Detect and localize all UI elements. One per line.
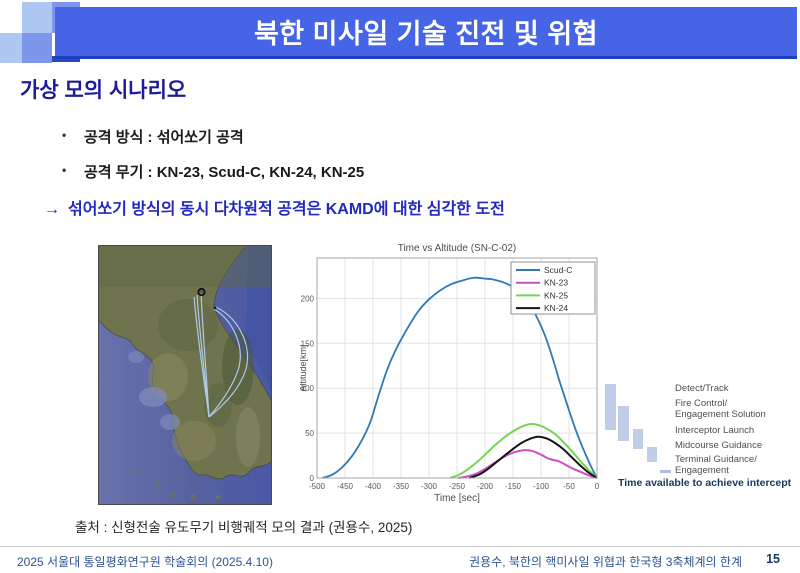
launch-point-marker [197, 287, 206, 297]
source-caption: 출처 : 신형전술 유도무기 비행궤적 모의 결과 (권용수, 2025) [75, 520, 413, 535]
decor-square [22, 33, 52, 63]
intercept-phases-panel: Detect/Track Fire Control/Engagement Solu… [598, 378, 800, 494]
svg-text:-100: -100 [533, 482, 550, 491]
footer-right: 권용수, 북한의 핵미사일 위협과 한국형 3축체계의 한계 [469, 555, 742, 569]
bullet-icon: • [62, 128, 67, 142]
svg-text:-500: -500 [309, 482, 326, 491]
page-number: 15 [766, 552, 780, 566]
series-KN-24 [468, 435, 598, 479]
bullet-text: 공격 무기 : KN-23, Scud-C, KN-24, KN-25 [84, 164, 365, 181]
slide-footer: 2025 서울대 통일평화연구원 학술회의 (2025.4.10) 권용수, 북… [0, 546, 800, 573]
phase-label: Midcourse Guidance [675, 440, 763, 451]
series-KN-23 [457, 449, 598, 479]
conclusion-line: → 섞어쏘기 방식의 동시 다차원적 공격은 KAMD에 대한 심각한 도전 [44, 195, 505, 219]
conclusion-text: 섞어쏘기 방식의 동시 다차원적 공격은 KAMD에 대한 심각한 도전 [68, 201, 505, 218]
svg-text:150: 150 [301, 339, 315, 348]
x-axis-label: Time [sec] [434, 493, 480, 504]
chart-title: Time vs Altitude (SN-C-02) [398, 243, 517, 254]
section-heading: 가상 모의 시나리오 [20, 79, 187, 102]
decor-square [0, 33, 22, 63]
svg-text:0: 0 [310, 474, 315, 483]
svg-text:-300: -300 [421, 482, 438, 491]
phases-caption: Time available to achieve intercept [618, 477, 792, 489]
y-axis-label: Altitude[km] [300, 344, 308, 391]
svg-text:-200: -200 [477, 482, 494, 491]
decor-square [22, 2, 52, 33]
svg-text:-150: -150 [505, 482, 522, 491]
svg-text:-350: -350 [393, 482, 410, 491]
chart-legend: Scud-C KN-23 KN-25 KN-24 [510, 261, 596, 315]
series-KN-25 [449, 423, 598, 479]
svg-text:-50: -50 [563, 482, 575, 491]
bullet-text: 공격 방식 : 섞어쏘기 공격 [84, 129, 244, 146]
phase-dash [660, 470, 671, 473]
svg-text:200: 200 [301, 294, 315, 303]
korea-satellite-map [98, 245, 272, 505]
decor-square [52, 56, 80, 62]
trajectory-lines [193, 292, 248, 418]
arrow-icon: → [44, 201, 60, 218]
footer-left: 2025 서울대 통일평화연구원 학술회의 (2025.4.10) [17, 555, 273, 569]
bullet-item: • 공격 무기 : KN-23, Scud-C, KN-24, KN-25 [62, 161, 364, 182]
landmass [98, 245, 272, 480]
bullet-item: • 공격 방식 : 섞어쏘기 공격 [62, 126, 244, 147]
phase-label: Interceptor Launch [675, 425, 755, 436]
page-title: 북한 미사일 기술 진전 및 위협 [253, 19, 599, 49]
phase-label: Terminal Guidance/Engagement [675, 454, 757, 476]
phase-label: Fire Control/Engagement Solution [675, 398, 766, 420]
svg-text:-400: -400 [365, 482, 382, 491]
series-Scud-C [322, 276, 598, 479]
svg-text:-250: -250 [449, 482, 466, 491]
svg-text:0: 0 [595, 482, 600, 491]
phase-bar [647, 447, 657, 462]
trajectory-chart: -500 -450 -400 -350 -300 -250 -200 -150 -100 -50 0… [300, 243, 600, 504]
svg-text:KN-23: KN-23 [544, 278, 568, 288]
svg-text:100: 100 [301, 384, 315, 393]
phase-bar [633, 429, 643, 449]
phase-label: Detect/Track [675, 383, 729, 394]
phase-bar [618, 406, 629, 441]
svg-text:50: 50 [305, 429, 314, 438]
bullet-icon: • [62, 163, 67, 177]
svg-text:KN-25: KN-25 [544, 290, 568, 300]
title-bar: 북한 미사일 기술 진전 및 위협 [55, 7, 797, 59]
svg-text:Scud-C: Scud-C [544, 265, 572, 275]
svg-text:KN-24: KN-24 [544, 303, 568, 313]
svg-text:-450: -450 [337, 482, 354, 491]
phase-bar [605, 384, 616, 430]
